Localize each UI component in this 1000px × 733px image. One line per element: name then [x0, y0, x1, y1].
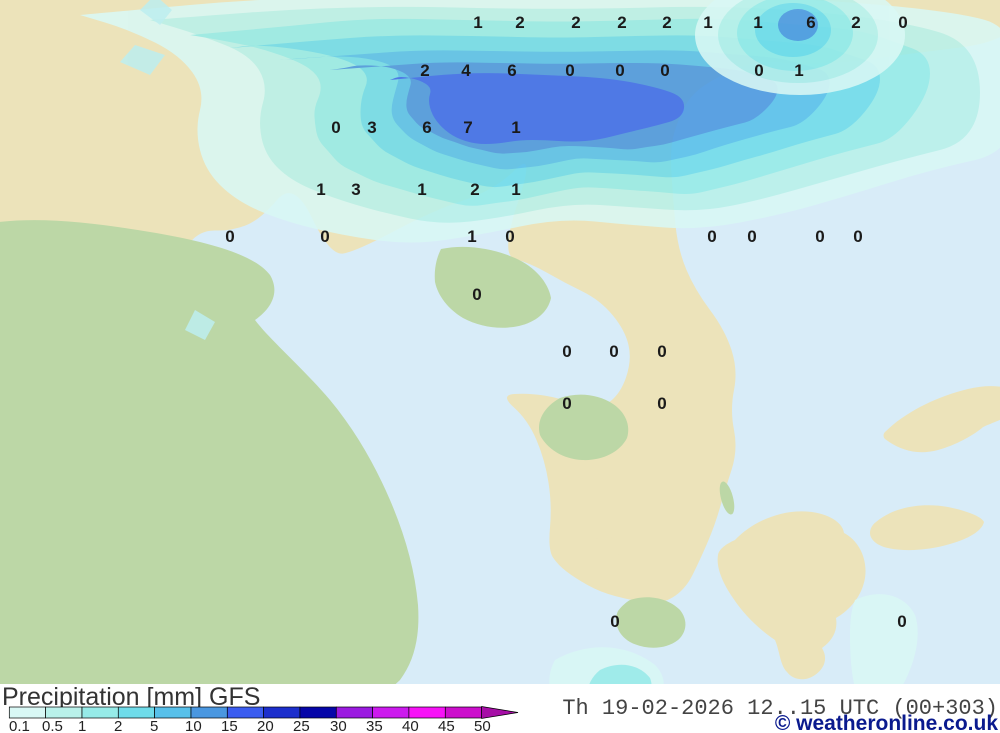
svg-text:25: 25: [293, 718, 310, 733]
svg-text:2: 2: [420, 61, 429, 80]
svg-text:0: 0: [897, 612, 906, 631]
svg-text:0: 0: [562, 394, 571, 413]
svg-text:1: 1: [78, 718, 86, 733]
svg-text:7: 7: [463, 118, 472, 137]
svg-text:2: 2: [662, 13, 671, 32]
svg-text:0: 0: [505, 227, 514, 246]
svg-text:0: 0: [853, 227, 862, 246]
svg-text:6: 6: [422, 118, 431, 137]
svg-text:0: 0: [657, 394, 666, 413]
svg-text:1: 1: [511, 118, 520, 137]
svg-text:1: 1: [794, 61, 803, 80]
svg-text:2: 2: [617, 13, 626, 32]
svg-text:1: 1: [316, 180, 325, 199]
svg-text:1: 1: [473, 13, 482, 32]
svg-text:0: 0: [754, 61, 763, 80]
svg-text:0: 0: [660, 61, 669, 80]
svg-text:0.1: 0.1: [9, 718, 30, 733]
svg-text:1: 1: [467, 227, 476, 246]
svg-text:0: 0: [562, 342, 571, 361]
svg-text:2: 2: [114, 718, 122, 733]
svg-text:10: 10: [185, 718, 202, 733]
svg-text:0: 0: [225, 227, 234, 246]
svg-text:0: 0: [898, 13, 907, 32]
svg-text:1: 1: [703, 13, 712, 32]
svg-text:0: 0: [707, 227, 716, 246]
svg-text:© weatheronline.co.uk: © weatheronline.co.uk: [775, 712, 999, 733]
svg-text:0: 0: [331, 118, 340, 137]
svg-text:20: 20: [257, 718, 274, 733]
svg-text:0.5: 0.5: [42, 718, 63, 733]
svg-text:0: 0: [747, 227, 756, 246]
svg-text:2: 2: [851, 13, 860, 32]
svg-text:2: 2: [470, 180, 479, 199]
svg-text:0: 0: [320, 227, 329, 246]
svg-text:0: 0: [815, 227, 824, 246]
svg-text:0: 0: [615, 61, 624, 80]
svg-text:1: 1: [753, 13, 762, 32]
svg-text:3: 3: [367, 118, 376, 137]
svg-text:3: 3: [351, 180, 360, 199]
svg-text:30: 30: [330, 718, 347, 733]
svg-text:5: 5: [150, 718, 158, 733]
svg-text:6: 6: [806, 13, 815, 32]
svg-text:1: 1: [417, 180, 426, 199]
svg-text:40: 40: [402, 718, 419, 733]
svg-text:2: 2: [515, 13, 524, 32]
svg-text:15: 15: [221, 718, 238, 733]
svg-text:4: 4: [461, 61, 471, 80]
svg-text:0: 0: [609, 342, 618, 361]
svg-text:50: 50: [474, 718, 491, 733]
svg-text:45: 45: [438, 718, 455, 733]
svg-text:0: 0: [657, 342, 666, 361]
svg-text:2: 2: [571, 13, 580, 32]
svg-text:0: 0: [472, 285, 481, 304]
svg-text:6: 6: [507, 61, 516, 80]
svg-text:35: 35: [366, 718, 383, 733]
svg-text:0: 0: [565, 61, 574, 80]
svg-text:1: 1: [511, 180, 520, 199]
svg-text:0: 0: [610, 612, 619, 631]
